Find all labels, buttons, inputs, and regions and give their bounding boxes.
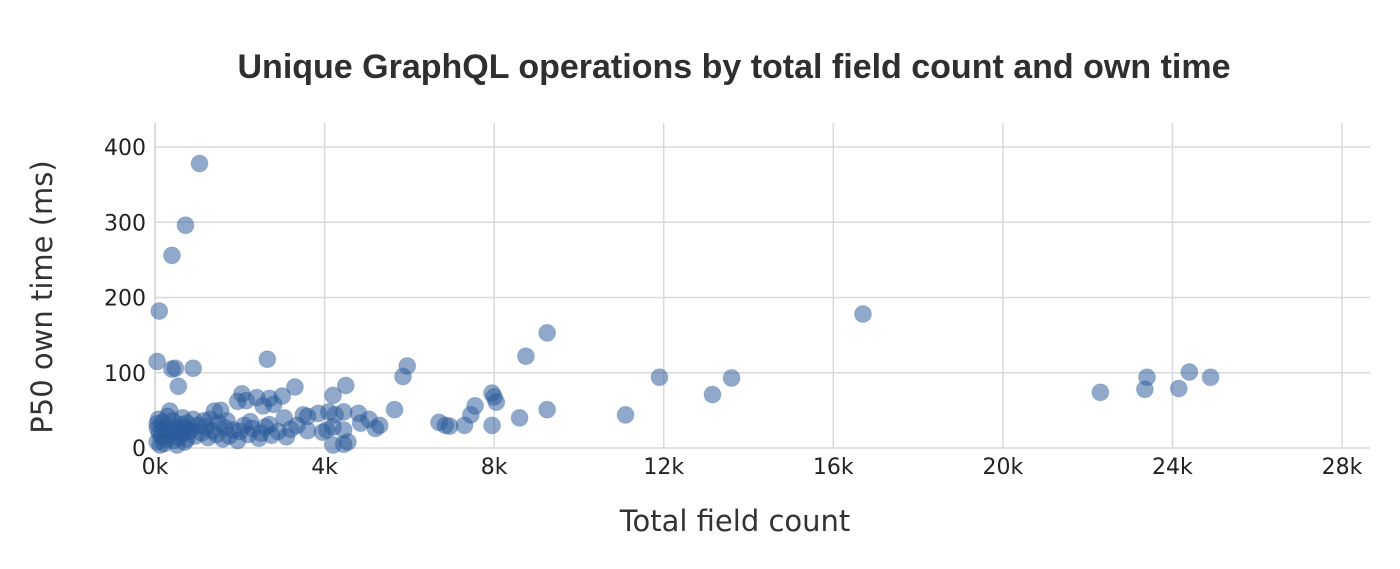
data-point[interactable] [166, 359, 185, 378]
data-point[interactable] [616, 405, 635, 424]
data-point[interactable] [201, 410, 220, 429]
data-point[interactable] [722, 369, 741, 388]
data-point[interactable] [150, 302, 169, 321]
data-point[interactable] [254, 396, 273, 415]
data-point[interactable] [277, 427, 296, 446]
data-point[interactable] [703, 385, 722, 404]
data-point[interactable] [1180, 362, 1199, 381]
data-point[interactable] [213, 429, 232, 448]
data-point[interactable] [285, 378, 304, 397]
x-tick-label: 24k [1152, 455, 1193, 480]
x-tick-label: 28k [1322, 455, 1363, 480]
data-point[interactable] [260, 415, 279, 434]
data-point[interactable] [1091, 383, 1110, 402]
data-point[interactable] [241, 412, 260, 431]
data-point[interactable] [393, 367, 412, 386]
chart-title: Unique GraphQL operations by total field… [238, 48, 1231, 86]
points-layer [148, 154, 1220, 454]
data-point[interactable] [237, 391, 256, 410]
y-tick-label: 200 [104, 287, 146, 312]
data-point[interactable] [455, 416, 474, 435]
y-tick-label: 0 [132, 437, 146, 462]
data-point[interactable] [385, 400, 404, 419]
x-tick-label: 16k [813, 455, 854, 480]
data-point[interactable] [853, 305, 872, 324]
data-point[interactable] [148, 352, 167, 371]
x-tick-label: 0k [142, 455, 169, 480]
data-point[interactable] [538, 400, 557, 419]
data-point[interactable] [336, 376, 355, 395]
data-point[interactable] [288, 416, 307, 435]
data-point[interactable] [366, 419, 385, 438]
data-point[interactable] [190, 154, 209, 173]
data-point[interactable] [218, 411, 237, 430]
data-point[interactable] [338, 432, 357, 451]
data-point[interactable] [483, 416, 502, 435]
data-point[interactable] [538, 323, 557, 342]
x-tick-label: 12k [643, 455, 684, 480]
x-tick-label: 4k [311, 455, 338, 480]
grid-layer [154, 123, 1370, 449]
data-point[interactable] [313, 423, 332, 442]
data-point[interactable] [176, 216, 195, 235]
data-point[interactable] [650, 368, 669, 387]
y-tick-label: 100 [104, 362, 146, 387]
y-tick-label: 300 [104, 211, 146, 236]
data-point[interactable] [162, 246, 181, 265]
data-point[interactable] [258, 350, 277, 369]
data-point[interactable] [175, 432, 194, 451]
data-point[interactable] [324, 435, 343, 454]
data-point[interactable] [1201, 368, 1220, 387]
data-point[interactable] [178, 414, 197, 433]
data-point[interactable] [169, 377, 188, 396]
data-point[interactable] [184, 359, 203, 378]
data-point[interactable] [487, 393, 506, 412]
tick-layer: 0k 4k 8k 12k 16k 20k 24k 28k 0 100 200 300 400 [104, 136, 1363, 480]
data-point[interactable] [516, 347, 535, 366]
x-axis-title: Total field count [619, 504, 851, 538]
data-point[interactable] [324, 386, 343, 405]
data-point[interactable] [1135, 380, 1154, 399]
data-point[interactable] [1169, 379, 1188, 398]
x-tick-label: 8k [481, 455, 508, 480]
y-tick-label: 400 [104, 136, 146, 161]
x-tick-label: 20k [982, 455, 1023, 480]
y-axis-title: P50 own time (ms) [25, 160, 59, 433]
data-point[interactable] [510, 408, 529, 427]
